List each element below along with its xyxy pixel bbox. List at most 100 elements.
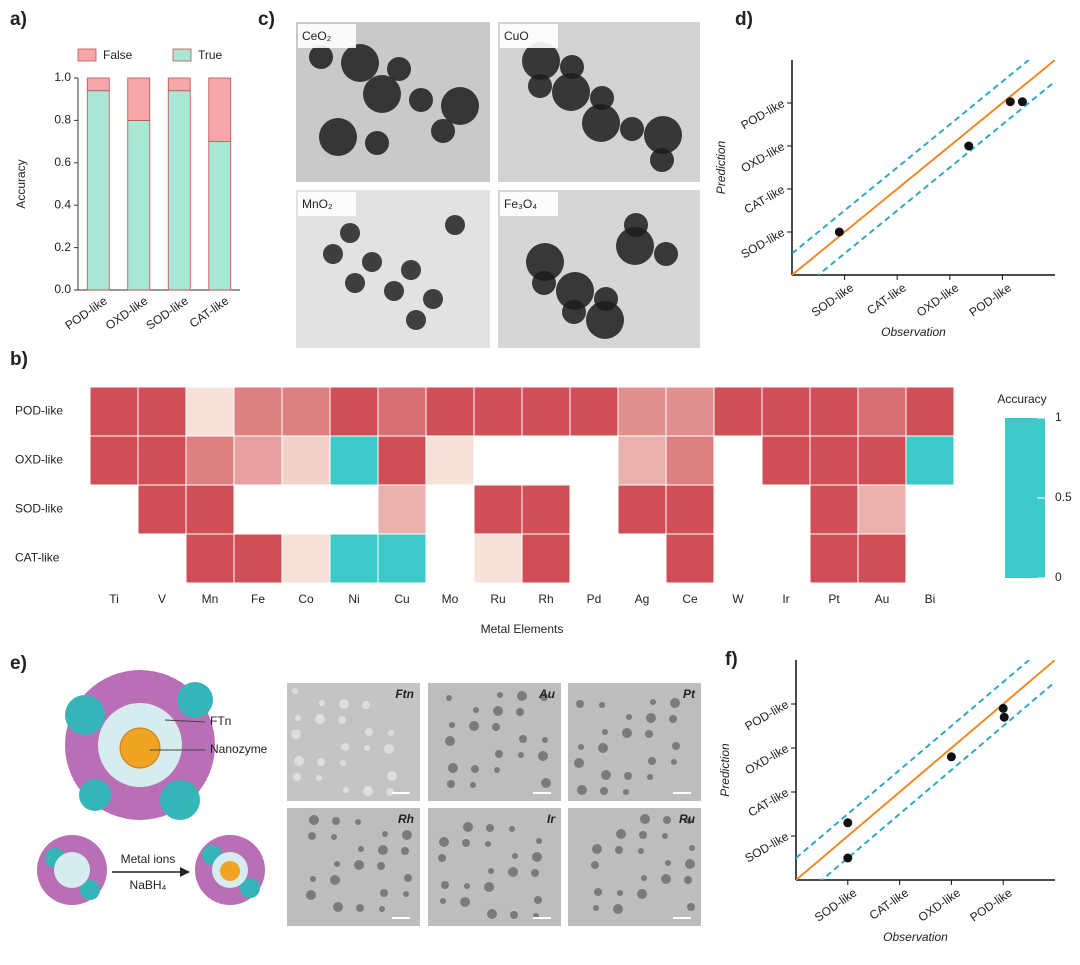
heat-cell <box>665 484 715 535</box>
particle <box>616 227 654 265</box>
panel-label: d) <box>735 9 753 30</box>
particle <box>295 715 301 721</box>
particle <box>509 826 515 832</box>
particle <box>341 44 379 82</box>
reference-line <box>796 660 1055 880</box>
heat-cell <box>377 435 427 486</box>
point <box>999 712 1009 722</box>
x-tick-label: SOD-like <box>809 280 857 319</box>
heat-cell <box>857 435 907 486</box>
x-tick-label: OXD-like <box>916 885 964 924</box>
column-label: Pd <box>587 592 602 606</box>
label-bg <box>298 24 356 48</box>
point <box>1017 97 1027 107</box>
tem-image <box>428 808 561 926</box>
heat-cell <box>809 386 859 437</box>
heat-cell <box>521 484 571 535</box>
particle <box>686 818 692 824</box>
image-label: Fe₃O₄ <box>504 197 537 211</box>
particle <box>355 819 361 825</box>
particle <box>590 86 614 110</box>
column-label: Co <box>298 592 314 606</box>
heat-cell <box>425 386 475 437</box>
particle <box>599 702 605 708</box>
particle <box>379 906 385 912</box>
particle <box>519 735 527 743</box>
shell-patch <box>80 880 100 900</box>
heat-cell <box>617 386 667 437</box>
particle <box>648 757 656 765</box>
legend-label: True <box>198 48 223 62</box>
column-label: Pt <box>828 592 840 606</box>
particle <box>470 782 476 788</box>
heat-cell <box>137 484 187 535</box>
particle <box>532 852 542 862</box>
particle <box>462 839 470 847</box>
label: Nanozyme <box>210 742 268 756</box>
shell-patch <box>79 779 111 811</box>
particle <box>542 737 548 743</box>
particle <box>317 758 325 766</box>
x-tick-label: POD-like <box>967 280 1015 319</box>
particle <box>294 756 304 766</box>
y-tick-label: 0.2 <box>54 240 71 254</box>
heat-cell <box>665 386 715 437</box>
heat-cell <box>521 386 571 437</box>
particle <box>497 692 503 698</box>
particle <box>495 750 503 758</box>
particle <box>310 876 316 882</box>
particle <box>354 860 364 870</box>
bar-segment <box>208 141 232 291</box>
bar-segment <box>86 90 110 291</box>
particle <box>526 243 564 281</box>
particle <box>578 744 584 750</box>
y-tick-label: POD-like <box>739 96 788 132</box>
heat-cell <box>617 435 667 486</box>
y-tick-label: CAT-like <box>746 785 792 820</box>
heat-cell <box>761 386 811 437</box>
particle <box>639 831 647 839</box>
particle <box>541 778 551 788</box>
particle <box>356 904 364 912</box>
panel-label: b) <box>10 349 28 370</box>
particle <box>331 834 337 840</box>
heat-cell <box>905 435 955 486</box>
particle <box>365 131 389 155</box>
ftn-cavity <box>54 852 90 888</box>
particle <box>637 889 647 899</box>
y-tick-label: CAT-like <box>742 182 788 217</box>
particle <box>387 57 411 81</box>
image-label: Au <box>538 687 556 701</box>
y-axis-label: Accuracy <box>14 159 28 208</box>
particle <box>315 714 325 724</box>
reference-line <box>792 60 1055 275</box>
nanozyme-core <box>119 727 161 769</box>
y-tick-label: OXD-like <box>739 139 788 175</box>
particle <box>340 760 346 766</box>
tem-grid: Ftn Au Pt Rh Ir Ru <box>287 683 701 926</box>
reference-lines <box>792 60 1055 275</box>
particle <box>624 213 648 237</box>
particle <box>431 119 455 143</box>
particle <box>485 841 491 847</box>
panel-label: e) <box>10 653 27 674</box>
column-label: Ir <box>782 592 789 606</box>
column-label: V <box>158 592 166 606</box>
heat-cell <box>329 435 379 486</box>
particle <box>388 730 394 736</box>
particle <box>623 789 629 795</box>
particle <box>672 742 680 750</box>
column-label: Ag <box>635 592 650 606</box>
column-label: Bi <box>925 592 936 606</box>
x-tick-label: POD-like <box>62 293 110 332</box>
heat-cell <box>329 533 379 584</box>
heat-cell <box>185 484 235 535</box>
particle <box>332 817 340 825</box>
particle <box>384 281 404 301</box>
particle <box>404 874 412 882</box>
particle <box>363 786 373 796</box>
x-tick-label: POD-like <box>967 885 1015 924</box>
colorbar-tick-label: 1 <box>1055 410 1062 424</box>
column-label: Ce <box>682 592 698 606</box>
particle <box>401 847 409 855</box>
